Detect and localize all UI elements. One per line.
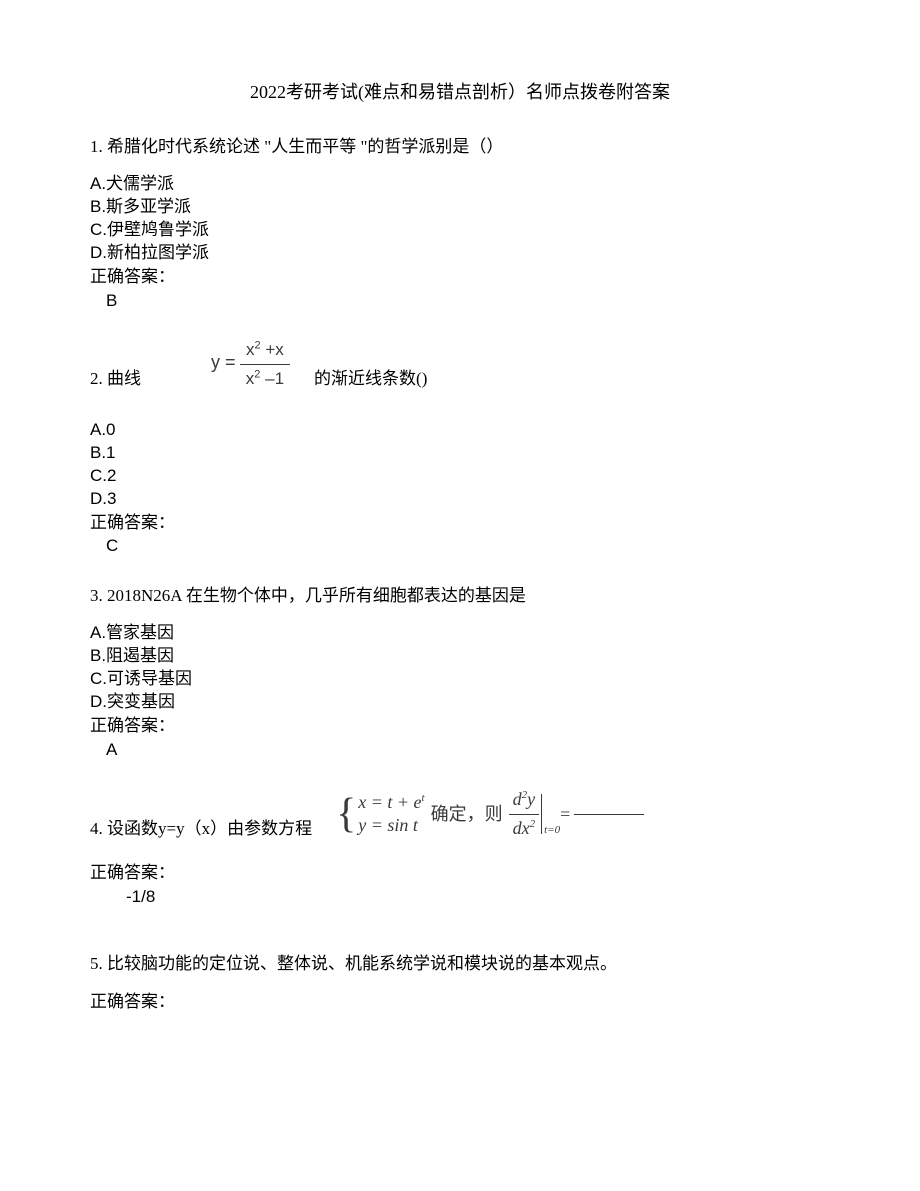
q3-option-c: C.可诱导基因 bbox=[90, 668, 830, 691]
q2-prefix: 2. 曲线 bbox=[90, 367, 141, 391]
q1-text: 1. 希腊化时代系统论述 "人生而平等 "的哲学派别是（） bbox=[90, 135, 830, 159]
q2-eq-lhs: y = bbox=[211, 353, 236, 373]
q1-option-b: B.斯多亚学派 bbox=[90, 196, 830, 219]
q3-answer-label: 正确答案： bbox=[90, 714, 830, 738]
q4-prefix: 4. 设函数y=y（x）由参数方程 bbox=[90, 817, 312, 841]
q4-formula: { x = t + et y = sin t 确定，则 d2y dx2 t=0 … bbox=[336, 787, 644, 840]
q4-answer-label: 正确答案： bbox=[90, 861, 830, 885]
q1-answer: B bbox=[90, 289, 830, 313]
q1-option-c: C.伊壁鸠鲁学派 bbox=[90, 219, 830, 242]
q1-option-a: A.犬儒学派 bbox=[90, 173, 830, 196]
q4-answer: -1/8 bbox=[90, 885, 830, 909]
question-4: 4. 设函数y=y（x）由参数方程 { x = t + et y = sin t… bbox=[90, 787, 830, 908]
q2-answer: C bbox=[90, 534, 830, 558]
q4-mid-text: 确定，则 bbox=[431, 802, 503, 827]
q2-fraction: x2 +x x2 –1 bbox=[240, 338, 290, 391]
q5-answer-label: 正确答案： bbox=[90, 990, 830, 1014]
q3-answer: A bbox=[90, 738, 830, 762]
q2-suffix: 的渐近线条数() bbox=[314, 367, 427, 391]
q3-option-d: D.突变基因 bbox=[90, 691, 830, 714]
q4-eval-bar: t=0 bbox=[541, 794, 542, 834]
q4-derivative: d2y dx2 bbox=[509, 787, 540, 840]
q2-option-d: D.3 bbox=[90, 488, 830, 511]
q1-answer-label: 正确答案： bbox=[90, 265, 830, 289]
brace-icon: { bbox=[336, 793, 356, 835]
q2-option-c: C.2 bbox=[90, 465, 830, 488]
question-5: 5. 比较脑功能的定位说、整体说、机能系统学说和模块说的基本观点。 正确答案： bbox=[90, 952, 830, 1014]
q2-answer-label: 正确答案： bbox=[90, 511, 830, 535]
q5-text: 5. 比较脑功能的定位说、整体说、机能系统学说和模块说的基本观点。 bbox=[90, 952, 830, 976]
q2-option-b: B.1 bbox=[90, 442, 830, 465]
q4-equals: = bbox=[560, 802, 570, 827]
q3-option-a: A.管家基因 bbox=[90, 622, 830, 645]
document-title: 2022考研考试(难点和易错点剖析）名师点拨卷附答案 bbox=[90, 80, 830, 105]
q2-option-a: A.0 bbox=[90, 419, 830, 442]
q2-formula: y = x2 +x x2 –1 bbox=[211, 338, 290, 391]
question-2: 2. 曲线 y = x2 +x x2 –1 的渐近线条数() A.0 B.1 C… bbox=[90, 338, 830, 558]
q4-blank bbox=[574, 814, 644, 815]
q3-option-b: B.阻遏基因 bbox=[90, 645, 830, 668]
q1-option-d: D.新柏拉图学派 bbox=[90, 242, 830, 265]
question-1: 1. 希腊化时代系统论述 "人生而平等 "的哲学派别是（） A.犬儒学派 B.斯… bbox=[90, 135, 830, 312]
q3-text: 3. 2018N26A 在生物个体中，几乎所有细胞都表达的基因是 bbox=[90, 584, 830, 608]
question-3: 3. 2018N26A 在生物个体中，几乎所有细胞都表达的基因是 A.管家基因 … bbox=[90, 584, 830, 761]
